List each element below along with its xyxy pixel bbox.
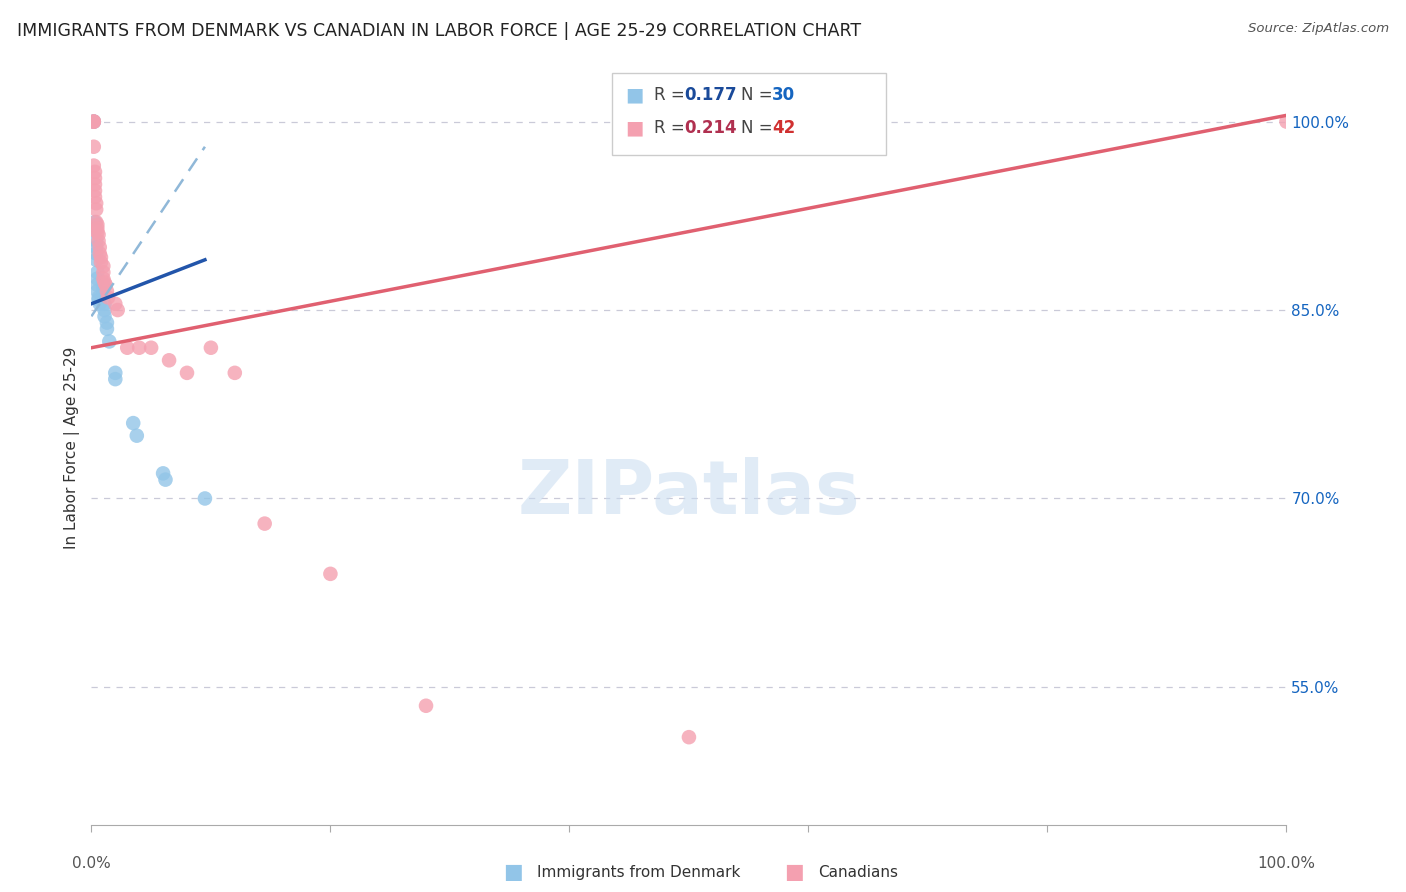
Point: [87, 291, 110, 305]
Text: 0.214: 0.214: [685, 120, 737, 137]
Text: Source: ZipAtlas.com: Source: ZipAtlas.com: [1249, 22, 1389, 36]
Point: [87, 293, 110, 307]
Point: [122, 416, 145, 430]
Point: [87, 234, 110, 248]
Text: ZIPatlas: ZIPatlas: [517, 457, 860, 530]
Point: [253, 516, 276, 531]
Point: [83, 114, 105, 128]
Text: R =: R =: [654, 87, 690, 104]
Point: [415, 698, 437, 713]
Text: R =: R =: [654, 120, 690, 137]
Point: [93, 265, 114, 279]
Text: Immigrants from Denmark: Immigrants from Denmark: [537, 865, 741, 880]
Point: [86, 277, 108, 292]
Point: [94, 277, 117, 292]
Point: [84, 165, 107, 179]
Point: [84, 246, 107, 260]
Point: [176, 366, 198, 380]
Point: [86, 271, 108, 285]
Text: 0.0%: 0.0%: [72, 855, 111, 871]
Point: [319, 566, 342, 581]
Point: [84, 178, 107, 192]
Point: [93, 276, 115, 290]
Point: [93, 297, 115, 311]
Text: ■: ■: [785, 863, 804, 882]
Point: [93, 284, 114, 298]
Text: 0.177: 0.177: [685, 87, 737, 104]
Text: 100.0%: 100.0%: [1257, 855, 1316, 871]
Point: [86, 265, 108, 279]
Y-axis label: In Labor Force | Age 25-29: In Labor Force | Age 25-29: [65, 347, 80, 549]
Point: [84, 215, 107, 229]
Point: [86, 221, 108, 235]
Point: [90, 250, 112, 264]
Text: Canadians: Canadians: [818, 865, 898, 880]
Point: [84, 240, 107, 254]
Point: [93, 310, 115, 324]
Point: [83, 139, 105, 153]
Point: [194, 491, 217, 506]
Point: [128, 341, 150, 355]
Point: [678, 730, 700, 744]
Point: [84, 234, 107, 248]
Point: [155, 473, 177, 487]
Point: [200, 341, 222, 355]
Text: ■: ■: [626, 119, 644, 138]
Point: [96, 316, 118, 330]
Point: [157, 353, 180, 368]
Point: [89, 246, 111, 260]
Point: [83, 114, 105, 128]
Point: [83, 159, 105, 173]
Point: [224, 366, 246, 380]
Point: [96, 284, 118, 298]
Text: 30: 30: [772, 87, 794, 104]
Point: [83, 114, 105, 128]
Point: [84, 190, 107, 204]
Point: [87, 227, 110, 242]
Point: [1275, 114, 1298, 128]
Point: [86, 225, 108, 239]
Point: [90, 255, 112, 269]
Point: [86, 218, 108, 232]
Point: [152, 467, 174, 481]
Point: [86, 284, 108, 298]
Point: [84, 221, 107, 235]
Point: [84, 196, 107, 211]
Point: [93, 271, 114, 285]
Point: [96, 322, 118, 336]
Point: [93, 259, 114, 273]
Point: [104, 366, 127, 380]
Point: [84, 202, 107, 217]
Text: 42: 42: [772, 120, 796, 137]
Text: N =: N =: [741, 120, 778, 137]
Point: [83, 114, 105, 128]
Point: [93, 277, 114, 292]
Point: [104, 372, 127, 386]
Text: ■: ■: [626, 86, 644, 105]
Point: [115, 341, 138, 355]
Point: [97, 291, 120, 305]
Text: N =: N =: [741, 87, 778, 104]
Point: [84, 184, 107, 198]
Point: [83, 114, 105, 128]
Point: [89, 240, 111, 254]
Point: [84, 252, 107, 267]
Point: [89, 297, 111, 311]
Text: ■: ■: [503, 863, 523, 882]
Point: [93, 303, 115, 318]
Point: [107, 303, 129, 318]
Point: [141, 341, 162, 355]
Point: [104, 297, 127, 311]
Point: [84, 215, 107, 229]
Point: [84, 171, 107, 186]
Point: [98, 334, 121, 349]
Text: IMMIGRANTS FROM DENMARK VS CANADIAN IN LABOR FORCE | AGE 25-29 CORRELATION CHART: IMMIGRANTS FROM DENMARK VS CANADIAN IN L…: [17, 22, 860, 40]
Point: [125, 428, 148, 442]
